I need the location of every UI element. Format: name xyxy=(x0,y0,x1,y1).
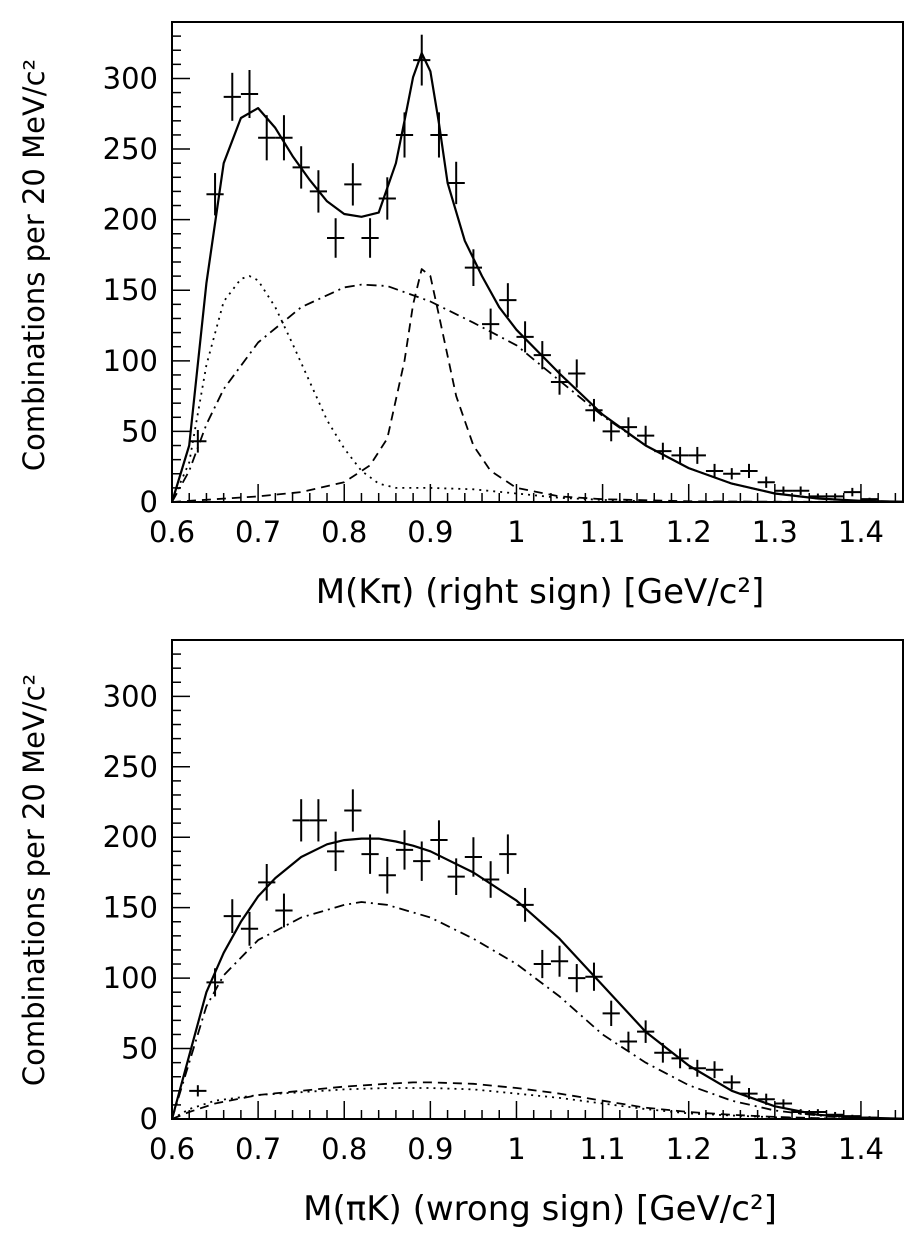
y-tick-label-right-sign: 250 xyxy=(103,132,158,166)
x-tick-label-wrong-sign: 1.2 xyxy=(666,1132,712,1166)
curve-dashed-wrong-sign xyxy=(171,1081,861,1120)
panel-wrong-sign: M(πK) (wrong sign) [GeV/c²] Combinations… xyxy=(17,639,904,1229)
y-tick-label-wrong-sign: 50 xyxy=(121,1032,158,1066)
y-tick-label-right-sign: 0 xyxy=(140,485,158,519)
y-tick-label-wrong-sign: 300 xyxy=(103,679,158,713)
y-axis-title-wrong-sign: Combinations per 20 MeV/c² xyxy=(17,674,51,1086)
curve-solid-right-sign xyxy=(170,51,904,503)
x-axis-title-right-sign: M(Kπ) (right sign) [GeV/c²] xyxy=(316,572,765,612)
x-tick-label-right-sign: 1.1 xyxy=(580,515,626,549)
panel-right-sign: M(Kπ) (right sign) [GeV/c²] Combinations… xyxy=(17,21,904,612)
y-tick-label-wrong-sign: 250 xyxy=(103,750,158,784)
x-tick-label-wrong-sign: 1.3 xyxy=(752,1132,798,1166)
x-tick-label-right-sign: 1.4 xyxy=(838,515,884,549)
x-tick-label-wrong-sign: 0.9 xyxy=(407,1132,453,1166)
x-tick-label-right-sign: 1.3 xyxy=(752,515,798,549)
y-tick-label-right-sign: 300 xyxy=(103,61,158,95)
y-tick-label-wrong-sign: 100 xyxy=(103,961,158,995)
x-tick-label-wrong-sign: 1.1 xyxy=(580,1132,626,1166)
y-tick-label-right-sign: 100 xyxy=(103,344,158,378)
curve-dotted-right-sign xyxy=(171,275,646,503)
x-tick-label-wrong-sign: 0.6 xyxy=(149,1132,195,1166)
y-tick-label-wrong-sign: 0 xyxy=(140,1102,158,1136)
y-tick-label-right-sign: 150 xyxy=(103,273,158,307)
curve-dashed-right-sign xyxy=(171,268,904,503)
x-tick-label-wrong-sign: 0.8 xyxy=(321,1132,367,1166)
curve-dash-dot-wrong-sign xyxy=(171,901,904,1120)
x-tick-label-right-sign: 0.7 xyxy=(235,515,281,549)
x-tick-label-right-sign: 0.9 xyxy=(407,515,453,549)
y-tick-label-right-sign: 50 xyxy=(121,414,158,448)
y-tick-label-right-sign: 200 xyxy=(103,203,158,237)
x-tick-label-right-sign: 0.8 xyxy=(321,515,367,549)
x-tick-label-right-sign: 1 xyxy=(507,515,525,549)
plot-frame-right-sign xyxy=(171,21,904,503)
x-axis-title-wrong-sign: M(πK) (wrong sign) [GeV/c²] xyxy=(303,1189,777,1229)
x-tick-label-wrong-sign: 1.4 xyxy=(838,1132,884,1166)
plot-frame-wrong-sign xyxy=(171,639,904,1120)
x-tick-label-right-sign: 0.6 xyxy=(149,515,195,549)
y-tick-label-wrong-sign: 200 xyxy=(103,820,158,854)
y-tick-label-wrong-sign: 150 xyxy=(103,891,158,925)
curve-dash-dot-right-sign xyxy=(171,283,904,503)
x-tick-label-wrong-sign: 1 xyxy=(507,1132,525,1166)
x-tick-label-right-sign: 1.2 xyxy=(666,515,712,549)
y-axis-title-right-sign: Combinations per 20 MeV/c² xyxy=(17,59,51,471)
x-tick-label-wrong-sign: 0.7 xyxy=(235,1132,281,1166)
curve-solid-wrong-sign xyxy=(170,837,904,1120)
